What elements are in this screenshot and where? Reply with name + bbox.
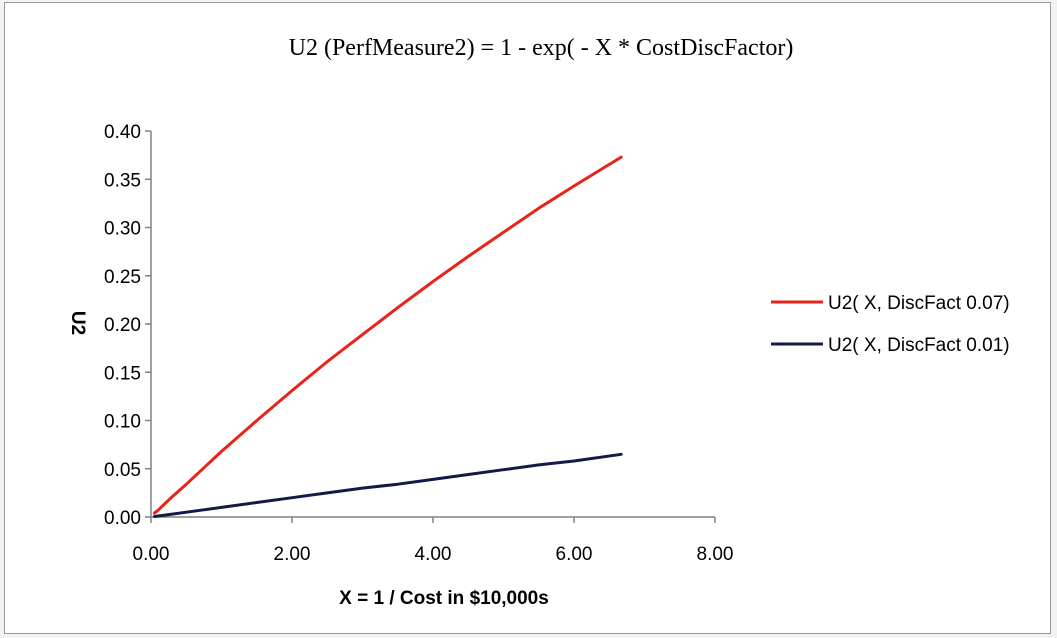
x-axis-title: X = 1 / Cost in $10,000s (339, 588, 549, 609)
chart-canvas: U2 (PerfMeasure2) = 1 - exp( - X * CostD… (67, 35, 1010, 609)
x-tick-label: 8.00 (697, 544, 734, 565)
y-tick-label: 0.00 (104, 508, 141, 529)
y-axis-title: U2 (67, 311, 88, 335)
chart-title: U2 (PerfMeasure2) = 1 - exp( - X * CostD… (289, 35, 794, 61)
y-tick-label: 0.25 (104, 267, 141, 288)
x-tick-label: 6.00 (556, 544, 593, 565)
series-line-2 (153, 452, 623, 518)
y-tick-label: 0.35 (104, 170, 141, 191)
y-tick-label: 0.10 (104, 412, 141, 433)
x-tick-label: 2.00 (274, 544, 311, 565)
x-tick-label: 0.00 (133, 544, 170, 565)
series-lines (153, 155, 623, 518)
y-ticks: 0.00 0.05 0.10 0.15 0.20 0.25 0.30 0.35 0.40 (104, 122, 151, 529)
y-tick-label: 0.40 (104, 122, 141, 143)
x-ticks: 0.00 2.00 4.00 6.00 8.00 (133, 517, 734, 565)
legend-label-1: U2( X, DiscFact 0.07) (828, 293, 1010, 314)
y-tick-label: 0.05 (104, 460, 141, 481)
chart-frame: U2 (PerfMeasure2) = 1 - exp( - X * CostD… (4, 2, 1051, 634)
x-tick-label: 4.00 (415, 544, 452, 565)
series-line-1 (153, 155, 623, 515)
plot-area (150, 131, 715, 518)
legend-label-2: U2( X, DiscFact 0.01) (828, 335, 1010, 356)
y-tick-label: 0.20 (104, 315, 141, 336)
legend: U2( X, DiscFact 0.07) U2( X, DiscFact 0.0… (771, 293, 1010, 356)
y-tick-label: 0.15 (104, 363, 141, 384)
y-tick-label: 0.30 (104, 219, 141, 240)
